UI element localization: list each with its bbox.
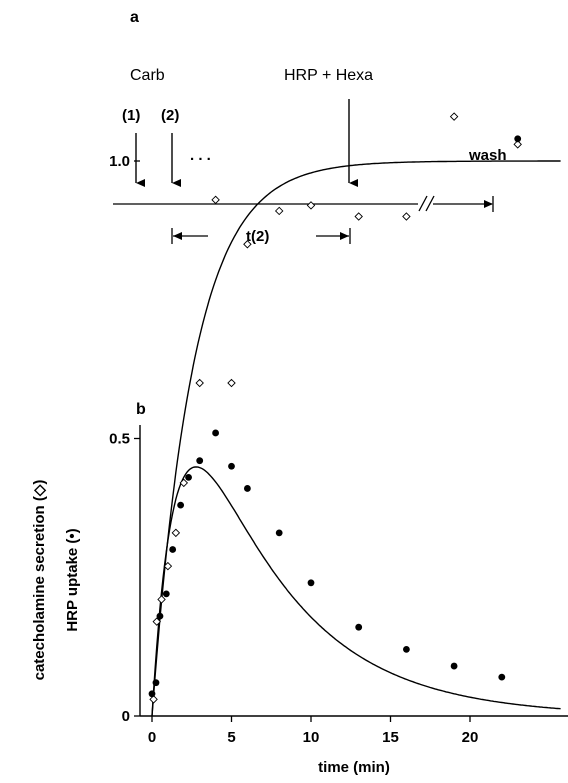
interval-label: t(2) bbox=[246, 228, 269, 245]
y-axis-title-uptake: HRP uptake (•) bbox=[64, 528, 81, 631]
uptake-point bbox=[275, 529, 283, 537]
secretion-point bbox=[157, 595, 166, 604]
secretion-point bbox=[211, 195, 220, 205]
secretion-point bbox=[227, 378, 236, 388]
step2-label: (2) bbox=[161, 107, 179, 124]
secretion-point bbox=[402, 212, 411, 221]
uptake-point bbox=[169, 546, 177, 553]
step1-label: (1) bbox=[122, 107, 140, 124]
carb-label: Carb bbox=[130, 67, 165, 84]
x-tick-label: 0 bbox=[148, 729, 156, 746]
uptake-point bbox=[244, 485, 251, 492]
interval-left-arrowhead bbox=[173, 232, 182, 240]
secretion-point bbox=[195, 378, 204, 388]
ellipsis: . . . bbox=[190, 147, 211, 164]
uptake-point bbox=[514, 135, 522, 143]
secretion-point bbox=[149, 695, 158, 704]
uptake-point bbox=[228, 462, 235, 470]
chart-panel: b catecholamine secretion (◇) HRP uptake… bbox=[31, 112, 568, 776]
axis-break-mark bbox=[425, 195, 435, 212]
hrp-hexa-label: HRP + Hexa bbox=[284, 67, 373, 84]
panel-label-b: b bbox=[136, 401, 146, 418]
uptake-point bbox=[498, 673, 506, 681]
secretion-point bbox=[163, 561, 173, 571]
uptake-point bbox=[450, 662, 458, 670]
uptake-point bbox=[212, 429, 220, 437]
uptake-fit-curve bbox=[151, 466, 561, 717]
secretion-point bbox=[306, 201, 316, 210]
panel-label-a: a bbox=[130, 9, 139, 26]
y-tick-label: 0 bbox=[122, 708, 130, 725]
axis-break-mark bbox=[418, 195, 428, 212]
uptake-point bbox=[185, 473, 192, 481]
schematic-panel: a Carb HRP + Hexa (1) (2) . . . wash t(2… bbox=[113, 9, 507, 245]
uptake-point bbox=[152, 679, 160, 687]
y-tick-label: 1.0 bbox=[109, 153, 130, 170]
x-tick-label: 15 bbox=[382, 729, 399, 746]
x-axis-title: time (min) bbox=[318, 759, 390, 776]
x-tick-label: 20 bbox=[462, 729, 479, 746]
plot-area: 0 5 10 15 20 0 0.5 1.0 bbox=[109, 112, 568, 746]
uptake-point bbox=[196, 457, 204, 465]
interval-right-arrowhead bbox=[340, 232, 349, 240]
secretion-point bbox=[449, 112, 459, 121]
uptake-point bbox=[307, 579, 315, 587]
uptake-point bbox=[162, 590, 170, 598]
y-axis-title-secretion: catecholamine secretion (◇) bbox=[31, 480, 48, 681]
x-tick-label: 10 bbox=[303, 729, 320, 746]
secretion-point bbox=[179, 478, 189, 488]
secretion-point bbox=[171, 528, 181, 538]
secretion-point bbox=[354, 212, 363, 221]
x-tick-label: 5 bbox=[227, 729, 235, 746]
uptake-point bbox=[403, 646, 410, 653]
wash-label: wash bbox=[468, 147, 507, 164]
secretion-point bbox=[274, 206, 284, 216]
uptake-point bbox=[156, 612, 164, 620]
secretion-point bbox=[243, 240, 252, 249]
uptake-point bbox=[355, 623, 363, 631]
secretion-fit-curve bbox=[151, 160, 561, 717]
uptake-point bbox=[148, 690, 156, 698]
y-tick-label: 0.5 bbox=[109, 431, 130, 448]
timeline-arrowhead bbox=[484, 200, 493, 208]
uptake-point bbox=[177, 501, 185, 509]
secretion-point bbox=[513, 140, 522, 149]
secretion-point bbox=[152, 617, 162, 626]
